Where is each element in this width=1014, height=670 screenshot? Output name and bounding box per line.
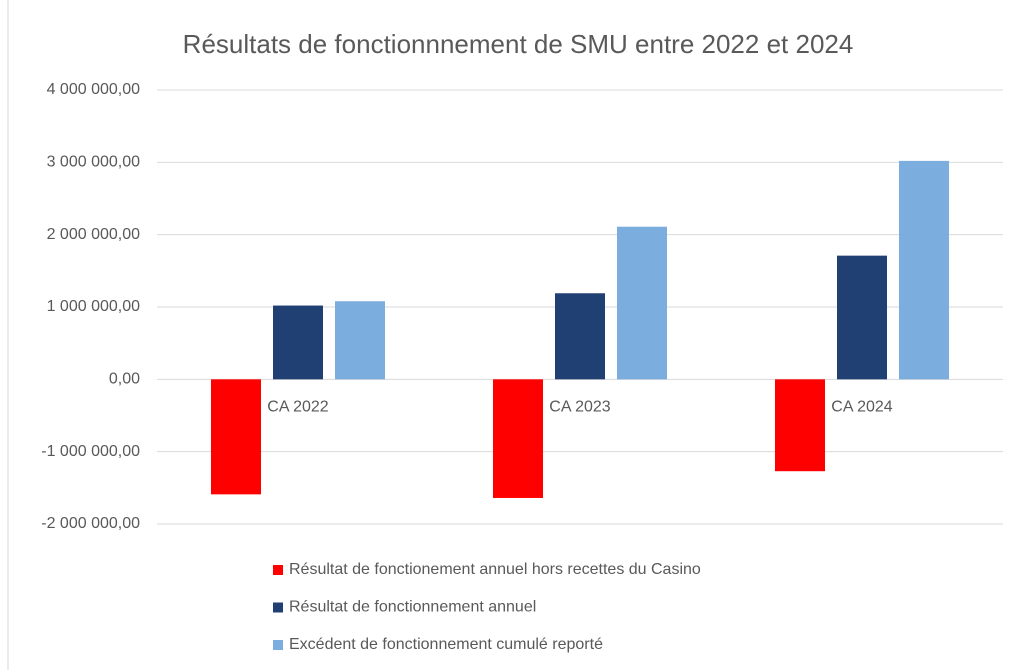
bar <box>335 301 385 380</box>
legend-label: Résultat de fonctionnement annuel <box>289 599 536 616</box>
bar <box>211 379 261 495</box>
legend-swatch <box>273 640 283 650</box>
legend-swatch <box>273 565 283 575</box>
bar <box>899 160 949 380</box>
bar <box>837 255 887 380</box>
y-tick-label: -2 000 000,00 <box>41 515 140 532</box>
y-tick-label: 3 000 000,00 <box>47 154 141 171</box>
y-tick-label: 1 000 000,00 <box>47 298 141 315</box>
bar <box>493 379 543 498</box>
y-tick-label: 4 000 000,00 <box>47 81 141 98</box>
y-tick-label: -1 000 000,00 <box>41 443 140 460</box>
y-tick-label: 2 000 000,00 <box>47 226 141 243</box>
x-tick-label: CA 2024 <box>831 399 892 416</box>
bar <box>273 305 323 380</box>
x-tick-label: CA 2023 <box>549 399 610 416</box>
y-tick-label: 0,00 <box>109 371 140 388</box>
bar <box>617 226 667 380</box>
legend-label: Résultat de fonctionement annuel hors re… <box>289 561 701 578</box>
legend-label: Excédent de fonctionnement cumulé report… <box>289 636 603 653</box>
bar <box>555 293 605 380</box>
chart-title: Résultats de fonctionnnement de SMU entr… <box>183 29 854 59</box>
bar <box>775 379 825 472</box>
x-tick-label: CA 2022 <box>267 399 328 416</box>
legend-swatch <box>273 602 283 613</box>
